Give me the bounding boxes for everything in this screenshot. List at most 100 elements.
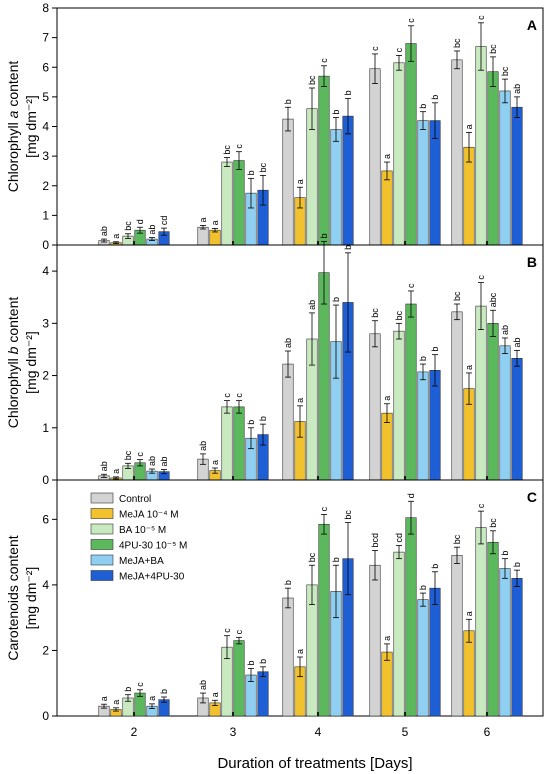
legend-label: MeJA 10⁻⁴ M xyxy=(119,510,179,521)
bar-5-1 xyxy=(381,170,393,246)
y-axis-label-line2: [mg dm⁻²] xyxy=(23,567,39,630)
x-axis-label: Duration of treatments [Days] xyxy=(217,755,412,772)
panel-letter: B xyxy=(527,254,537,270)
y-tick-label: 1 xyxy=(42,421,49,435)
significance-letter: bc xyxy=(343,510,353,520)
significance-letter: c xyxy=(222,628,232,633)
bar-6-3 xyxy=(487,71,499,246)
y-label-part: Chlorophyll xyxy=(5,354,21,428)
significance-letter: a xyxy=(464,365,474,370)
bar-5-5 xyxy=(429,120,441,246)
significance-letter: c xyxy=(406,18,416,23)
significance-letter: d xyxy=(406,493,416,498)
y-tick-label: 2 xyxy=(42,643,49,657)
bar-5-5 xyxy=(429,587,441,717)
significance-letter: b xyxy=(343,245,353,250)
significance-letter: a xyxy=(111,234,121,239)
significance-letter: ab xyxy=(512,337,522,347)
significance-letter: b xyxy=(258,659,268,664)
bar-6-0 xyxy=(451,555,463,717)
bar-5-0 xyxy=(369,564,381,717)
y-label-part: content xyxy=(5,61,21,111)
significance-letter: b xyxy=(343,90,353,95)
significance-letter: a xyxy=(210,220,220,225)
bar-5-4 xyxy=(417,120,429,246)
significance-letter: a xyxy=(295,649,305,654)
significance-letter: a xyxy=(210,692,220,697)
x-tick-label: 5 xyxy=(402,725,409,739)
significance-letter: b xyxy=(123,687,133,692)
x-tick-label: 6 xyxy=(484,725,491,739)
bar-5-4 xyxy=(417,371,429,481)
y-tick-label: 6 xyxy=(42,60,49,74)
panel-a: 0 1 2 3 4 5 6 7 8 A Chlorophyll a content[mg dm⁻²]… xyxy=(5,1,544,252)
significance-letter: a xyxy=(147,696,157,701)
bar-4-5 xyxy=(342,115,354,246)
significance-letter: a xyxy=(382,396,392,401)
y-tick-label: 4 xyxy=(42,578,49,592)
significance-letter: bc xyxy=(394,310,404,320)
x-tick-label: 2 xyxy=(131,725,138,739)
significance-letter: b xyxy=(246,660,256,665)
bar-5-4 xyxy=(417,599,429,717)
legend-swatch xyxy=(90,539,114,550)
bar-3-3 xyxy=(233,406,245,481)
y-axis-label: Chlorophyll b content[mg dm⁻²] xyxy=(5,297,39,429)
significance-letter: c xyxy=(394,47,404,52)
significance-letter: b xyxy=(283,99,293,104)
significance-letter: a xyxy=(210,460,220,465)
bar-3-0 xyxy=(197,226,209,246)
y-label-italic: a xyxy=(5,110,21,118)
significance-letter: c xyxy=(370,46,380,51)
significance-letter: c xyxy=(234,393,244,398)
significance-letter: b xyxy=(430,347,440,352)
significance-letter: a xyxy=(464,124,474,129)
bar-6-2 xyxy=(475,527,487,717)
bar-6-5 xyxy=(511,578,523,717)
significance-letter: ab xyxy=(99,226,109,236)
y-axis-label-line2: [mg dm⁻²] xyxy=(23,95,39,158)
bar-4-3 xyxy=(318,523,330,717)
bar-6-4 xyxy=(499,345,511,481)
significance-letter: bc xyxy=(222,145,232,155)
legend-swatch xyxy=(90,523,114,535)
bar-6-0 xyxy=(451,311,463,481)
significance-letter: b xyxy=(418,585,428,590)
significance-letter: b xyxy=(418,356,428,361)
significance-letter: cd xyxy=(159,216,169,226)
bar-3-3 xyxy=(233,640,245,717)
bar-4-0 xyxy=(282,597,294,717)
significance-letter: c xyxy=(476,15,486,20)
significance-letter: bc xyxy=(123,450,133,460)
significance-letter: ab xyxy=(147,225,157,235)
y-tick-label: 1 xyxy=(42,208,49,222)
legend: Control MeJA 10⁻⁴ M BA 10⁻⁵ M 4PU-30 10⁻⁵ M… xyxy=(90,492,187,583)
legend-label: 4PU-30 10⁻⁵ M xyxy=(119,541,187,552)
bar-3-2 xyxy=(221,406,233,481)
bar-6-3 xyxy=(487,323,499,481)
y-tick-label: 6 xyxy=(42,512,49,526)
significance-letter: a xyxy=(382,154,392,159)
significance-letter: b xyxy=(430,95,440,100)
bar-6-4 xyxy=(499,568,511,717)
significance-letter: c xyxy=(135,682,145,687)
significance-letter: ab xyxy=(99,461,109,471)
significance-letter: c xyxy=(406,283,416,288)
significance-letter: ab xyxy=(283,338,293,348)
bar-5-5 xyxy=(429,370,441,481)
significance-letter: c xyxy=(135,452,145,457)
significance-letter: ab xyxy=(147,456,157,466)
x-tick-labels: 2 3 4 5 6 xyxy=(131,725,491,739)
y-tick-label: 0 xyxy=(42,709,49,723)
bar-5-2 xyxy=(393,62,405,246)
bar-5-2 xyxy=(393,330,405,481)
y-tick-label: 4 xyxy=(42,264,49,278)
significance-letter: a xyxy=(295,398,305,403)
significance-letter: b xyxy=(418,104,428,109)
significance-letter: b xyxy=(246,420,256,425)
legend-swatch xyxy=(90,570,114,581)
bar-4-3 xyxy=(318,75,330,246)
x-tick-label: 4 xyxy=(315,725,322,739)
